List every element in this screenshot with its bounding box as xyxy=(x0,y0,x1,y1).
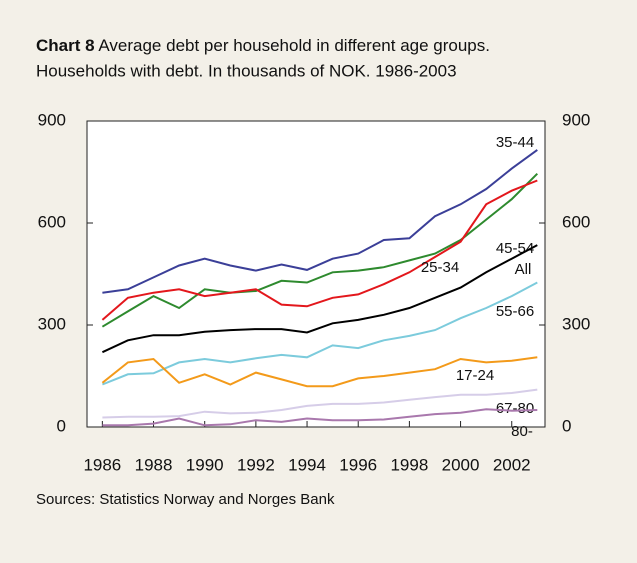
series-line xyxy=(102,408,538,427)
series-line xyxy=(101,356,538,388)
y2-tick-label: 600 xyxy=(562,212,590,231)
x-tick-label: 1994 xyxy=(288,455,326,474)
x-tick-label: 1986 xyxy=(83,455,121,474)
x-tick-label: 1990 xyxy=(186,455,224,474)
series-label: 55-66 xyxy=(496,303,534,320)
source: Sources: Statistics Norway and Norges Ba… xyxy=(36,491,335,508)
x-tick-label: 2000 xyxy=(442,455,480,474)
y2-tick-label: 0 xyxy=(562,416,571,435)
series-line xyxy=(102,281,538,386)
chart-label: Chart 8 xyxy=(36,36,95,55)
series-line xyxy=(101,179,538,321)
series-label: 25-34 xyxy=(421,259,459,276)
y-tick-label: 0 xyxy=(57,416,66,435)
x-tick-label: 1998 xyxy=(390,455,428,474)
y-tick-label: 600 xyxy=(38,212,66,231)
chart-title-text: Average debt per household in different … xyxy=(98,36,490,55)
y2-tick-label: 900 xyxy=(562,110,590,129)
series-line xyxy=(101,244,538,354)
series-label: All xyxy=(515,261,532,278)
chart-title: Chart 8 Average debt per household in di… xyxy=(36,36,490,55)
series-label: 17-24 xyxy=(456,367,494,384)
x-tick-label: 2002 xyxy=(493,455,531,474)
y-tick-label: 300 xyxy=(38,314,66,333)
series-label: 35-44 xyxy=(496,134,534,151)
series-label: 67-80 xyxy=(496,400,534,417)
y2-tick-label: 300 xyxy=(562,314,590,333)
series-line xyxy=(102,388,538,419)
series-label: 80- xyxy=(511,423,533,440)
chart-subtitle: Households with debt. In thousands of NO… xyxy=(36,61,457,80)
x-tick-label: 1988 xyxy=(135,455,173,474)
plot-area xyxy=(86,120,546,428)
x-tick-label: 1996 xyxy=(339,455,377,474)
y-tick-label: 900 xyxy=(38,110,66,129)
series-label: 45-54 xyxy=(496,240,534,257)
series-line xyxy=(102,149,538,294)
x-tick-label: 1992 xyxy=(237,455,275,474)
